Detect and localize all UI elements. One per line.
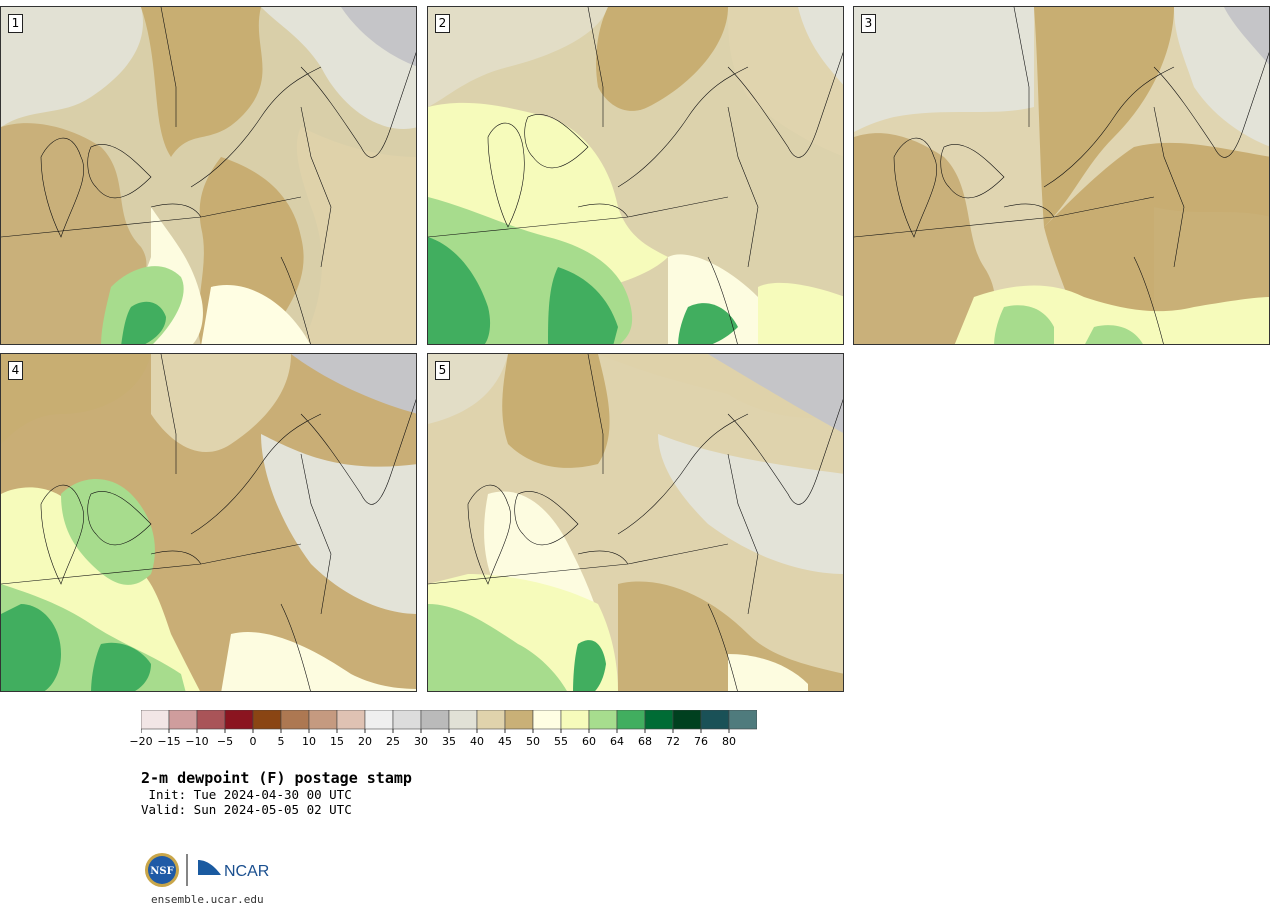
map-2	[428, 7, 843, 344]
colorbar-tick-label: 0	[249, 735, 257, 748]
valid-time: Valid: Sun 2024-05-05 02 UTC	[141, 802, 352, 817]
colorbar-swatch	[616, 710, 646, 730]
colorbar-tick-label: 68	[638, 735, 652, 748]
map-3	[854, 7, 1269, 344]
colorbar	[141, 710, 757, 733]
colorbar-swatch	[280, 710, 310, 730]
colorbar-tick-label: −10	[185, 735, 209, 748]
colorbar-tick-label: 10	[302, 735, 316, 748]
colorbar-tick-label: 15	[330, 735, 344, 748]
colorbar-swatch	[168, 710, 198, 730]
colorbar-swatch	[392, 710, 422, 730]
colorbar-tick-label: 80	[722, 735, 736, 748]
colorbar-swatch	[196, 710, 226, 730]
colorbar-tick-label: 25	[386, 735, 400, 748]
website-url: ensemble.ucar.edu	[151, 893, 264, 906]
colorbar-tick-label: 50	[526, 735, 540, 748]
colorbar-tick-label: 20	[358, 735, 372, 748]
colorbar-swatch	[588, 710, 618, 730]
colorbar-swatch	[420, 710, 450, 730]
colorbar-swatch	[476, 710, 506, 730]
panel-label: 3	[861, 14, 876, 33]
colorbar-tick-label: 40	[470, 735, 484, 748]
colorbar-tick-label: 60	[582, 735, 596, 748]
panel-label: 5	[435, 361, 450, 380]
colorbar-swatch	[504, 710, 534, 730]
nsf-ncar-logo: NSF NCAR	[145, 853, 269, 887]
colorbar-tick-label: −20	[129, 735, 153, 748]
colorbar-tick-label: −5	[216, 735, 234, 748]
colorbar-tick-label: 45	[498, 735, 512, 748]
colorbar-swatch	[728, 710, 757, 730]
nsf-logo-text: NSF	[150, 866, 173, 877]
colorbar-swatch	[141, 710, 170, 730]
colorbar-tick-label: 72	[666, 735, 680, 748]
colorbar-swatch	[224, 710, 254, 730]
ncar-logo-icon: NCAR	[198, 860, 269, 880]
map-panel-1: 1	[0, 6, 417, 345]
colorbar-ticks: −20 −15 −10 −5 0 5 10 15 20 25 30 35 40 45 50 55 60 64 68 7…	[129, 735, 781, 751]
colorbar-tick-label: 64	[610, 735, 624, 748]
colorbar-tick-label: 5	[277, 735, 285, 748]
nsf-logo-icon: NSF	[145, 853, 179, 887]
panel-label: 4	[8, 361, 23, 380]
colorbar-swatch	[644, 710, 674, 730]
colorbar-swatch	[448, 710, 478, 730]
map-panel-3: 3	[853, 6, 1270, 345]
init-time: Init: Tue 2024-04-30 00 UTC	[141, 787, 352, 802]
chart-title: 2-m dewpoint (F) postage stamp	[141, 769, 412, 787]
colorbar-tick-label: 76	[694, 735, 708, 748]
colorbar-swatch	[252, 710, 282, 730]
colorbar-swatch	[336, 710, 366, 730]
colorbar-tick-label: 55	[554, 735, 568, 748]
map-1	[1, 7, 416, 344]
colorbar-swatch	[364, 710, 394, 730]
colorbar-swatch	[532, 710, 562, 730]
map-5	[428, 354, 843, 691]
colorbar-tick-label: 30	[414, 735, 428, 748]
colorbar-tick-label: −15	[157, 735, 181, 748]
panel-label: 1	[8, 14, 23, 33]
colorbar-swatch	[672, 710, 702, 730]
colorbar-tick-label: 35	[442, 735, 456, 748]
colorbar-swatch	[700, 710, 730, 730]
panel-label: 2	[435, 14, 450, 33]
map-panel-5: 5	[427, 353, 844, 692]
colorbar-swatch	[560, 710, 590, 730]
colorbar-swatch	[308, 710, 338, 730]
map-panel-4: 4	[0, 353, 417, 692]
ncar-logo-text: NCAR	[224, 863, 269, 880]
map-4	[1, 354, 416, 691]
map-panel-2: 2	[427, 6, 844, 345]
